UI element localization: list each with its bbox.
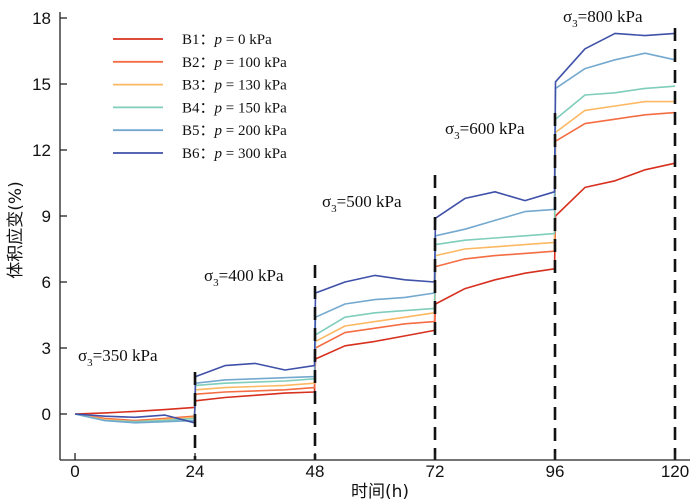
legend-entry-b2: B2：p = 100 kPa xyxy=(182,55,287,71)
legend-pressure-value: = 150 kPa xyxy=(222,100,287,116)
x-tick-label: 120 xyxy=(661,462,689,481)
stage-label: σ3=400 kPa xyxy=(204,266,284,289)
legend-pressure-symbol: p xyxy=(214,32,223,48)
stage-label-value: =400 kPa xyxy=(219,266,284,285)
legend-pressure-value: = 300 kPa xyxy=(222,146,287,162)
y-tick-label: 9 xyxy=(42,207,51,226)
y-tick-label: 0 xyxy=(42,405,51,424)
stage-label-value: =500 kPa xyxy=(337,192,402,211)
stage-label-value: =800 kPa xyxy=(578,7,643,26)
legend-pressure-value: = 200 kPa xyxy=(222,123,287,139)
stage-label: σ3=600 kPa xyxy=(445,119,525,142)
legend-entry-b4: B4：p = 150 kPa xyxy=(182,100,287,116)
legend-separator: ： xyxy=(200,55,215,71)
legend-series-id: B6 xyxy=(182,146,200,162)
legend-pressure-value: = 130 kPa xyxy=(222,78,287,94)
legend-separator: ： xyxy=(200,123,215,139)
y-tick-label: 6 xyxy=(42,273,51,292)
x-axis-title: 时间(h) xyxy=(351,482,409,502)
legend-entry-b5: B5：p = 200 kPa xyxy=(182,123,287,139)
legend-pressure-value: = 100 kPa xyxy=(222,55,287,71)
series-line-b4 xyxy=(74,85,676,423)
x-tick-label: 72 xyxy=(426,462,445,481)
legend-series-id: B4 xyxy=(182,100,200,116)
stage-label-subscript: 3 xyxy=(87,357,93,369)
x-tick-label: 24 xyxy=(186,462,205,481)
series-line-b6 xyxy=(74,32,676,424)
stage-label: σ3=350 kPa xyxy=(78,346,158,369)
legend-series-id: B2 xyxy=(182,55,200,71)
stage-label-value: =600 kPa xyxy=(460,119,525,138)
y-tick-label: 18 xyxy=(32,9,51,28)
axis-layer xyxy=(59,12,690,461)
legend-series-id: B3 xyxy=(182,78,200,94)
series-line-b5 xyxy=(74,52,676,424)
tick-layer: 0 24 48 72 96 120 0 3 6 9 12 15 18 xyxy=(32,9,689,481)
y-tick-label: 12 xyxy=(32,141,51,160)
y-axis-title: 体积应变(%) xyxy=(6,181,26,278)
legend-separator: ： xyxy=(200,78,215,94)
legend-entry-b6: B6：p = 300 kPa xyxy=(182,146,287,162)
stage-label-sigma: σ xyxy=(78,346,87,365)
legend-pressure-value: = 0 kPa xyxy=(222,32,272,48)
legend-pressure-symbol: p xyxy=(214,55,223,71)
legend-pressure-symbol: p xyxy=(214,78,223,94)
legend-pressure-symbol: p xyxy=(214,100,223,116)
series-line-b2 xyxy=(74,111,676,422)
x-tick-label: 48 xyxy=(306,462,325,481)
x-tick-label: 0 xyxy=(70,462,79,481)
stage-label-sigma: σ xyxy=(322,192,331,211)
y-tick-label: 3 xyxy=(42,339,51,358)
stage-label-subscript: 3 xyxy=(572,18,578,30)
legend-pressure-symbol: p xyxy=(214,123,223,139)
stage-label-sigma: σ xyxy=(563,7,572,26)
series-line-b3 xyxy=(74,100,675,423)
stage-label-sigma: σ xyxy=(204,266,213,285)
stage-label: σ3=800 kPa xyxy=(563,7,643,30)
legend-separator: ： xyxy=(200,32,215,48)
legend-separator: ： xyxy=(200,100,215,116)
legend-entry-b1: B1：p = 0 kPa xyxy=(182,32,272,48)
stage-label-subscript: 3 xyxy=(331,203,337,215)
stage-label: σ3=500 kPa xyxy=(322,192,402,215)
legend-series-id: B5 xyxy=(182,123,200,139)
stage-label-sigma: σ xyxy=(445,119,454,138)
legend-separator: ： xyxy=(200,146,215,162)
x-tick-label: 96 xyxy=(546,462,565,481)
series-layer xyxy=(74,32,676,424)
stage-label-subscript: 3 xyxy=(213,277,219,289)
stage-label-subscript: 3 xyxy=(454,130,460,142)
legend-series-id: B1 xyxy=(182,32,200,48)
legend-pressure-symbol: p xyxy=(214,146,223,162)
legend-entry-b3: B3：p = 130 kPa xyxy=(182,78,287,94)
y-tick-label: 15 xyxy=(32,75,51,94)
stage-label-value: =350 kPa xyxy=(93,346,158,365)
